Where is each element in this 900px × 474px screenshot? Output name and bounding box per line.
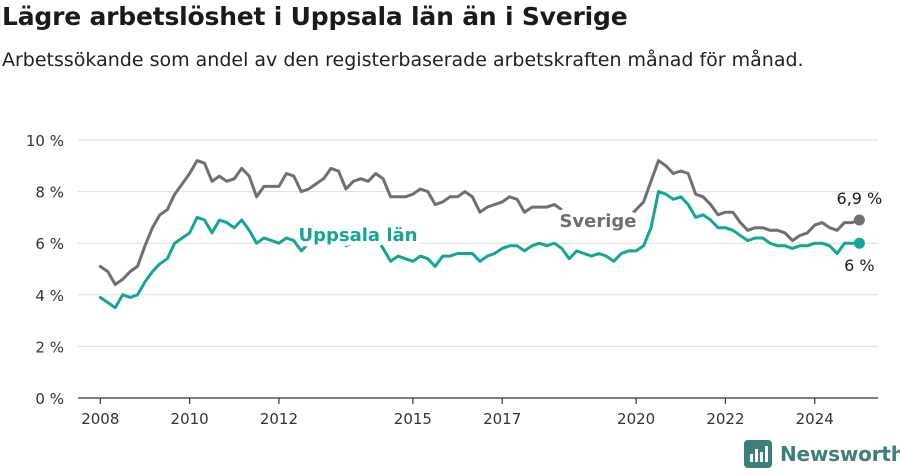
x-tick-label: 2020 <box>617 410 655 428</box>
x-tick-label: 2017 <box>483 410 521 428</box>
chart-title: Lägre arbetslöshet i Uppsala län än i Sv… <box>2 2 628 31</box>
y-tick-label: 4 % <box>35 287 64 305</box>
series-line-uppsala <box>98 190 861 310</box>
y-tick-label: 2 % <box>35 338 64 356</box>
y-tick-label: 6 % <box>35 235 64 253</box>
x-tick-label: 2024 <box>796 410 834 428</box>
x-tick-label: 2012 <box>260 410 298 428</box>
end-point-uppsala <box>853 237 865 249</box>
x-tick-label: 2008 <box>81 410 119 428</box>
newsworthy-icon <box>744 440 772 468</box>
y-tick-label: 0 % <box>35 390 64 408</box>
end-label-uppsala: 6 % <box>844 256 874 275</box>
x-tick-label: 2010 <box>171 410 209 428</box>
series-label-uppsala: Uppsala län <box>299 225 418 246</box>
series-label-sverige: Sverige <box>559 211 636 232</box>
x-tick-label: 2022 <box>706 410 744 428</box>
chart-subtitle: Arbetssökande som andel av den registerb… <box>2 49 804 71</box>
y-tick-label: 10 % <box>26 132 64 150</box>
brand-name: Newsworthy <box>780 442 900 466</box>
end-label-sverige: 6,9 % <box>837 189 883 208</box>
y-tick-label: 8 % <box>35 184 64 202</box>
series-label-uppsala-halo: Uppsala län <box>299 225 418 246</box>
x-tick-label: 2015 <box>394 410 432 428</box>
series-line-sverige <box>98 159 861 286</box>
series-label-sverige-halo: Sverige <box>559 211 636 232</box>
brand-logo: Newsworthy <box>744 440 900 468</box>
end-point-sverige <box>853 214 865 226</box>
